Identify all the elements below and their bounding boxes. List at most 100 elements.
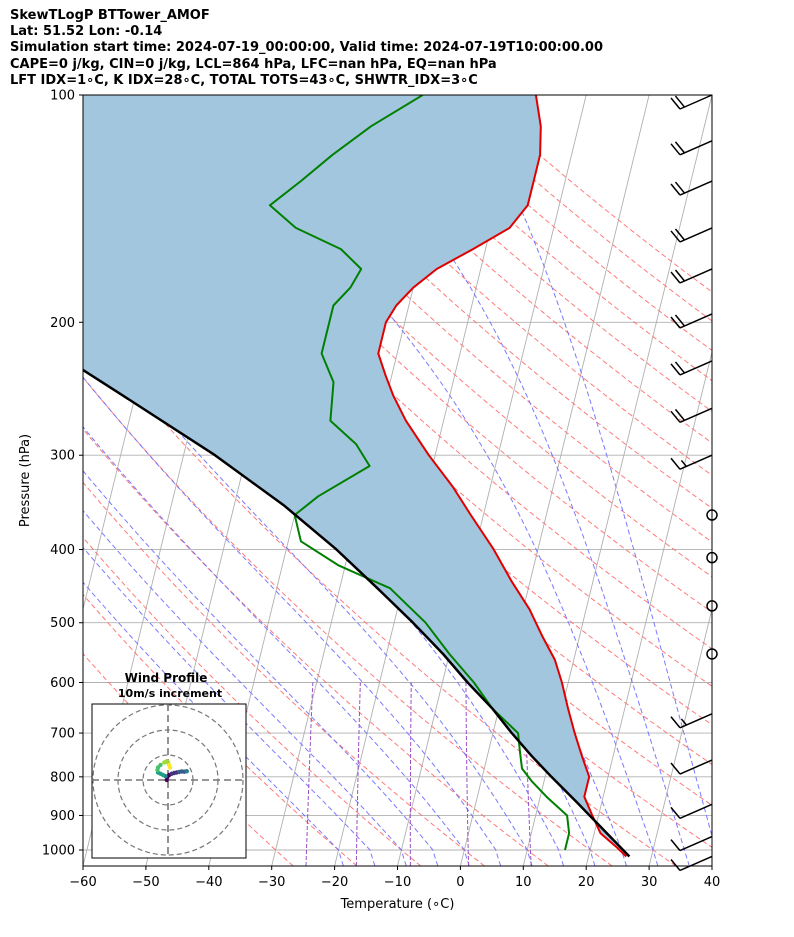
barb-flag [670, 363, 681, 376]
wind-barb [670, 803, 713, 820]
isotherm-line [775, 95, 794, 866]
chart-title: SkewTLogP BTTower_AMOF [10, 8, 210, 23]
y-tick-label: 500 [50, 616, 75, 631]
x-tick-label: 0 [456, 875, 464, 890]
dry-adiabat [83, 593, 358, 866]
dry-adiabat [275, 95, 712, 476]
y-tick-label: 300 [50, 449, 75, 464]
time-line: Simulation start time: 2024-07-19_00:00:… [10, 40, 603, 56]
barb-staff [679, 803, 713, 820]
barb-staff [679, 835, 713, 852]
location-line: Lat: 51.52 Lon: -0.14 [10, 24, 163, 40]
hodograph-frame [91, 703, 247, 859]
isotherm-line [397, 95, 587, 866]
x-tick-label: 30 [641, 875, 658, 890]
isotherm-line [711, 864, 712, 866]
x-tick-label: −30 [258, 875, 285, 890]
moist-adiabat [83, 426, 470, 866]
barb-half-flag [680, 718, 687, 726]
x-tick-label: −60 [69, 875, 96, 890]
wind-barb [670, 180, 713, 196]
mixing-ratio-line [465, 682, 469, 866]
moist-adiabat [83, 509, 407, 866]
y-tick-label: 600 [50, 676, 75, 691]
barb-flag [674, 408, 686, 421]
wind-barb [670, 94, 713, 110]
barb-flag [670, 97, 681, 110]
hodograph-plot [92, 704, 246, 858]
barb-flag [670, 230, 681, 243]
barb-staff [679, 454, 713, 470]
isotherm-line [585, 350, 712, 866]
wind-barb [670, 313, 713, 329]
barb-flag [670, 271, 681, 284]
wind-barb [670, 835, 713, 852]
moist-adiabat [83, 376, 502, 866]
dry-adiabat [178, 95, 712, 578]
moist-adiabat [83, 546, 376, 866]
barb-flag [670, 316, 681, 329]
x-tick-label: −10 [384, 875, 411, 890]
barb-flag [670, 859, 681, 871]
barb-staff [679, 713, 713, 729]
wind-barb [670, 454, 713, 470]
wind-barb [670, 407, 713, 423]
moist-adiabat [325, 95, 690, 866]
barb-staff [679, 313, 713, 329]
x-tick-label: 20 [578, 875, 595, 890]
cin-shading [83, 95, 624, 850]
x-axis-label: Temperature (∘C) [340, 897, 455, 912]
dry-adiabat [83, 376, 613, 866]
wind-barb [670, 759, 713, 775]
hodograph-point [167, 765, 173, 770]
dry-adiabat [112, 95, 712, 650]
mixing-ratio-line [305, 682, 314, 866]
y-tick-label: 900 [50, 809, 75, 824]
dewpoint-line [268, 95, 571, 851]
wind-barb [670, 227, 713, 243]
dry-adiabat [308, 95, 712, 444]
wind-barb [670, 268, 713, 284]
barb-flag [674, 95, 686, 108]
barb-staff [679, 180, 713, 196]
x-tick-label: 40 [704, 875, 721, 890]
chart-title-block: SkewTLogP BTTower_AMOF Lat: 51.52 Lon: -… [10, 8, 603, 89]
moist-adiabat [83, 319, 533, 866]
x-tick-label: −40 [195, 875, 222, 890]
indices-line: LFT IDX=1∘C, K IDX=28∘C, TOTAL TOTS=43∘C… [10, 72, 478, 88]
barb-flag [670, 410, 681, 423]
moist-adiabat [197, 95, 659, 866]
hodograph-point [184, 769, 189, 774]
barb-flag [670, 839, 681, 852]
barb-flag [670, 457, 681, 470]
isotherm-line [648, 607, 712, 866]
x-tick-label: −50 [132, 875, 159, 890]
y-tick-label: 1000 [42, 844, 75, 859]
barb-half-flag [680, 459, 687, 467]
barb-flag [670, 716, 681, 729]
barb-staff [679, 94, 713, 110]
barb-flag [674, 228, 686, 241]
barb-flag [670, 806, 681, 819]
moist-adiabat [83, 470, 439, 866]
barb-flag [674, 181, 686, 194]
wind-barb [670, 855, 713, 872]
mixing-ratio-line [355, 682, 361, 866]
barb-staff [679, 407, 713, 423]
barb-staff [679, 759, 713, 775]
hodograph-inset: Wind Profile 10m/s increment [91, 671, 247, 859]
dry-adiabat [83, 428, 549, 866]
y-tick-label: 200 [50, 316, 75, 331]
temperature-line [377, 95, 627, 858]
dry-adiabat [340, 95, 712, 413]
data-layer [83, 95, 631, 858]
hodograph-title: Wind Profile [125, 671, 208, 685]
wind-barb [670, 713, 713, 729]
barb-staff [679, 360, 713, 376]
wind-barb [670, 140, 713, 156]
barb-staff [679, 227, 713, 243]
cape-line: CAPE=0 j/kg, CIN=0 j/kg, LCL=864 hPa, LF… [10, 56, 497, 72]
hodograph-subtitle: 10m/s increment [118, 687, 222, 700]
